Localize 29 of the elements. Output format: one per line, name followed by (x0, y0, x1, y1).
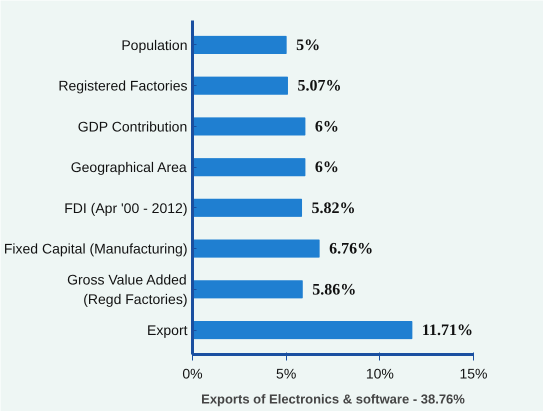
data-label: 5.86% (312, 281, 356, 298)
y-tick-label: Gross Value Added (Regd Factories) (67, 272, 188, 307)
data-label: 11.71% (422, 322, 473, 340)
bar (192, 321, 412, 340)
bar (192, 240, 320, 258)
bar (192, 36, 287, 54)
y-tick-label: Fixed Capital (Manufacturing) (4, 240, 188, 257)
y-tick-label: Registered Factories (58, 78, 188, 94)
data-label: 6.76% (329, 240, 374, 258)
bar (192, 198, 302, 217)
x-tick-label: 15% (459, 366, 488, 382)
y-tick-label: GDP Contribution (78, 118, 188, 134)
y-tick-label: Population (121, 36, 188, 53)
bar (192, 76, 288, 95)
data-label: 5% (296, 36, 320, 54)
data-label: 6% (314, 159, 339, 176)
data-label: 6% (314, 118, 339, 136)
x-tick-label: 0% (182, 366, 203, 382)
bar (192, 158, 306, 176)
y-tick-label: Export (147, 322, 188, 338)
y-tick-label: FDI (Apr '00 - 2012) (64, 200, 188, 216)
y-tick-label: Geographical Area (70, 159, 187, 176)
x-tick-label: 5% (276, 366, 296, 382)
bar (192, 280, 303, 298)
bar (192, 117, 306, 136)
x-tick-label: 10% (366, 366, 394, 382)
data-label: 5.07% (297, 78, 342, 95)
text: Exports of Electronics & software - 38.76% (201, 392, 466, 406)
data-label: 5.82% (312, 200, 356, 217)
